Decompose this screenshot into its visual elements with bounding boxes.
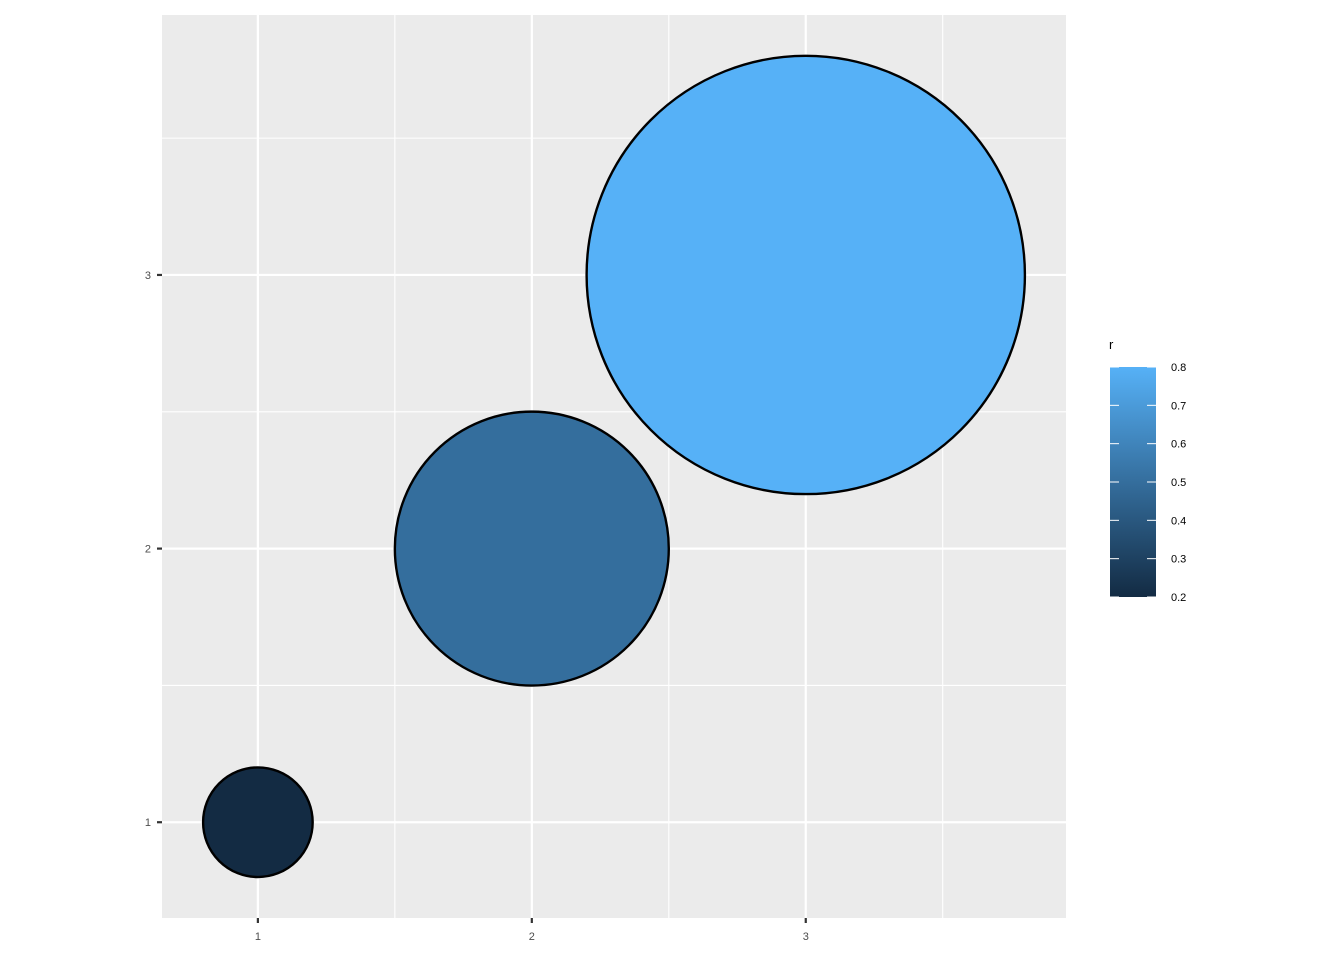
x-tick-label: 3 xyxy=(803,931,809,943)
legend-title: r xyxy=(1109,337,1114,352)
legend-tick-label: 0.2 xyxy=(1171,592,1186,604)
y-axis: 1 2 3 xyxy=(145,270,162,829)
legend-tick-label: 0.3 xyxy=(1171,554,1186,566)
color-legend: r 0.2 0.3 0.4 0.5 0.6 0.7 0.8 xyxy=(1109,337,1186,604)
legend-tick-label: 0.6 xyxy=(1171,439,1186,451)
x-tick-label: 1 xyxy=(255,931,261,943)
y-tick-label: 3 xyxy=(145,270,151,282)
legend-ticks: 0.2 0.3 0.4 0.5 0.6 0.7 0.8 xyxy=(1110,362,1186,604)
data-point-3 xyxy=(585,54,1027,496)
y-tick-label: 2 xyxy=(145,544,151,556)
legend-tick-label: 0.5 xyxy=(1171,477,1186,489)
data-point-1 xyxy=(201,766,314,879)
y-tick-label: 1 xyxy=(145,817,151,829)
legend-tick-label: 0.7 xyxy=(1171,400,1186,412)
x-axis: 1 2 3 xyxy=(255,918,809,943)
data-points xyxy=(201,54,1027,879)
data-point-2 xyxy=(393,410,670,687)
legend-tick-label: 0.8 xyxy=(1171,362,1186,374)
x-tick-label: 2 xyxy=(529,931,535,943)
legend-tick-label: 0.4 xyxy=(1171,515,1186,527)
